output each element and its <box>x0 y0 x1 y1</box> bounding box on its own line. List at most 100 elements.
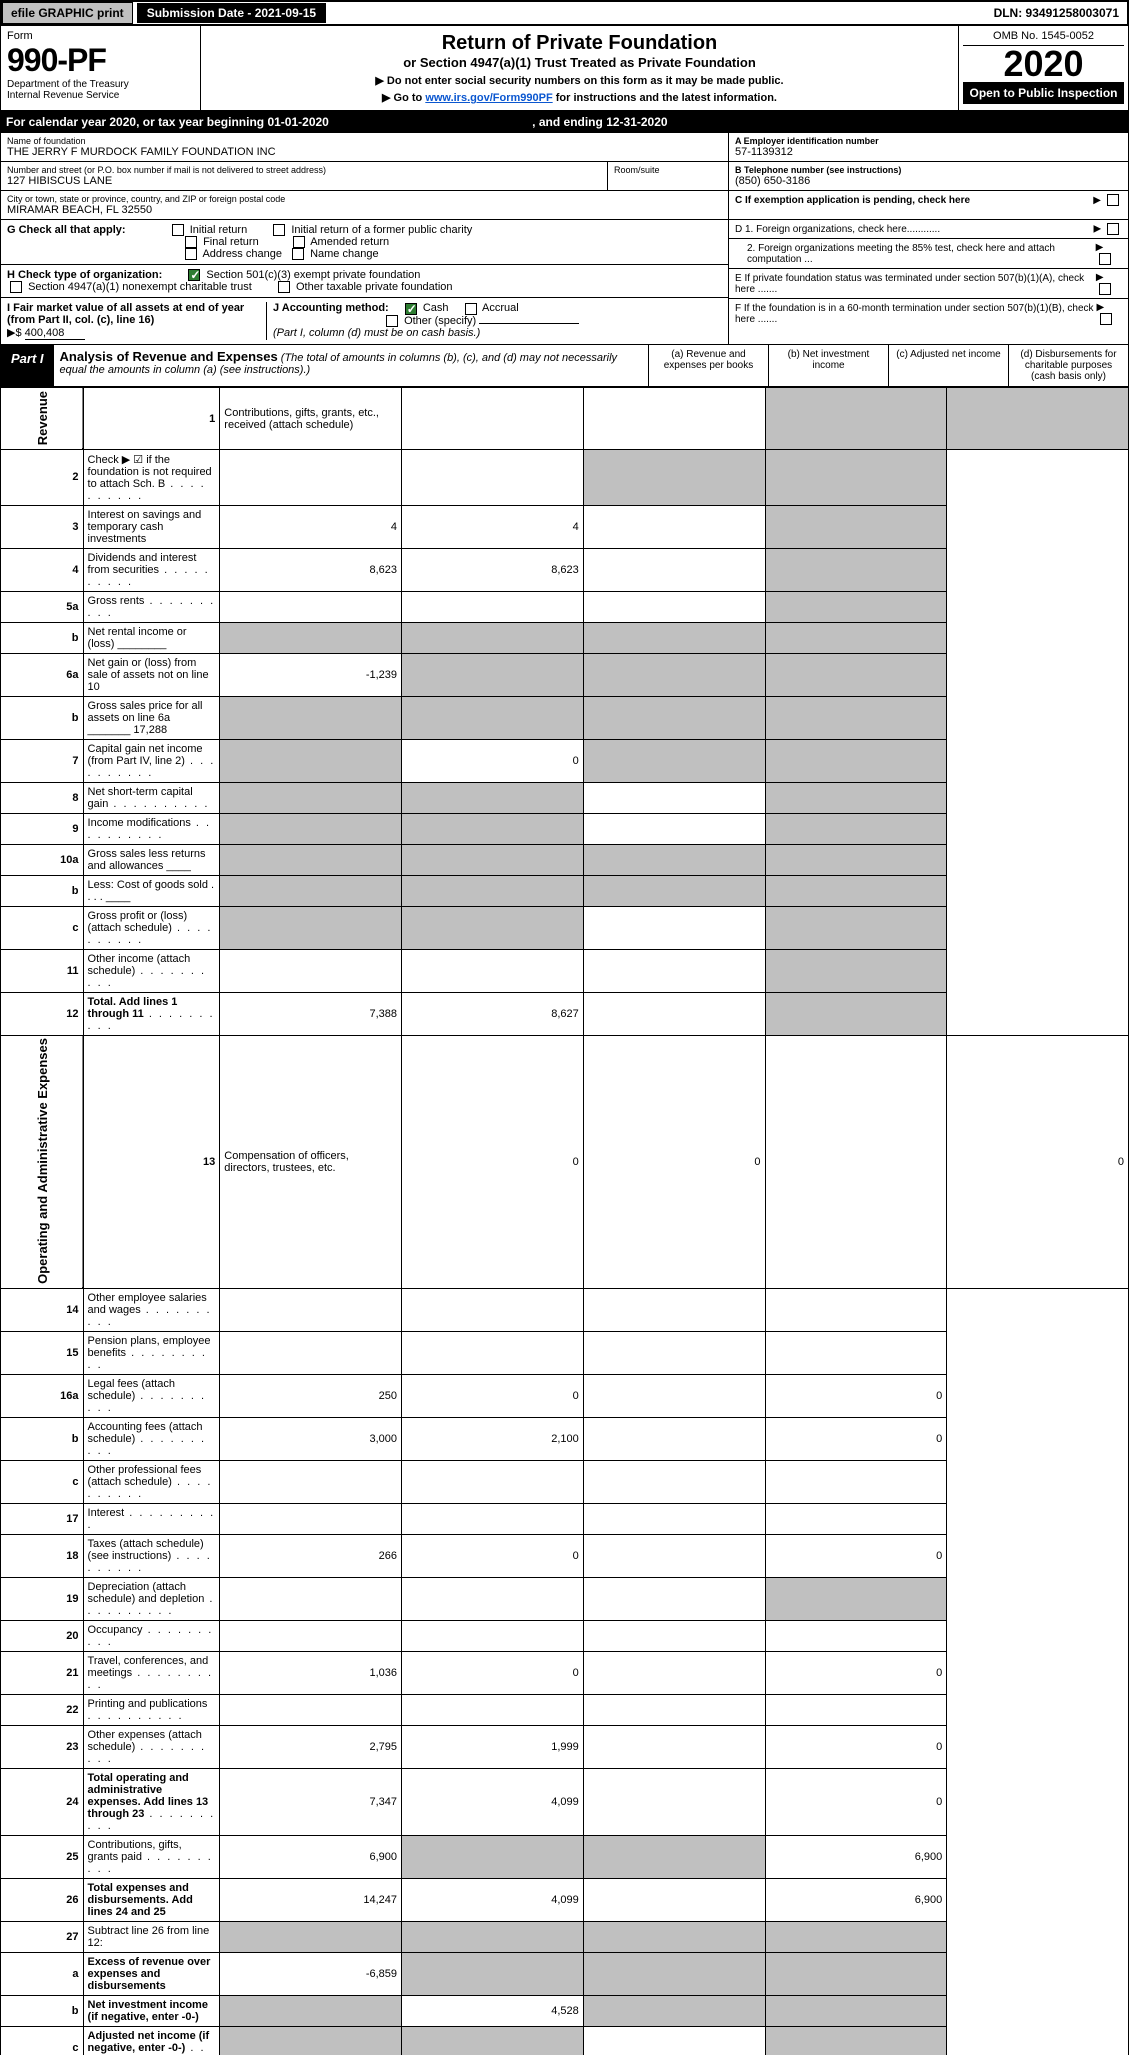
phone-label: B Telephone number (see instructions) <box>735 165 1122 175</box>
address-label: Number and street (or P.O. box number if… <box>7 165 601 175</box>
side-label: Revenue <box>1 388 84 449</box>
g-final-checkbox[interactable] <box>185 236 197 248</box>
e-label: E If private foundation status was termi… <box>735 273 1096 295</box>
table-row: 15Pension plans, employee benefits <box>1 1331 1129 1374</box>
h-opt-4947: Section 4947(a)(1) nonexempt charitable … <box>28 281 252 293</box>
h-other-checkbox[interactable] <box>278 281 290 293</box>
table-row: bNet rental income or (loss) ________ <box>1 622 1129 653</box>
form-subtitle: or Section 4947(a)(1) Trust Treated as P… <box>207 55 952 70</box>
check-block: G Check all that apply: Initial return I… <box>0 220 1129 345</box>
table-row: aExcess of revenue over expenses and dis… <box>1 1952 1129 1995</box>
j-other: Other (specify) <box>404 315 476 327</box>
table-row: 2Check ▶ ☑ if the foundation is not requ… <box>1 449 1129 505</box>
cal-pre: For calendar year 2020, or tax year begi… <box>6 115 267 129</box>
tax-year: 2020 <box>963 46 1124 82</box>
table-row: 19Depreciation (attach schedule) and dep… <box>1 1577 1129 1620</box>
j-note: (Part I, column (d) must be on cash basi… <box>273 327 480 339</box>
d2-checkbox[interactable] <box>1099 253 1111 265</box>
dept-treasury: Department of the Treasury <box>7 79 194 90</box>
phone: (850) 650-3186 <box>735 175 1122 187</box>
foundation-name: THE JERRY F MURDOCK FAMILY FOUNDATION IN… <box>7 146 722 158</box>
form-title: Return of Private Foundation <box>207 32 952 55</box>
form-label: Form <box>7 30 194 42</box>
table-row: 9Income modifications <box>1 813 1129 844</box>
i-arrow: ▶$ <box>7 327 22 339</box>
side-label: Operating and Administrative Expenses <box>1 1035 84 1288</box>
table-row: 24Total operating and administrative exp… <box>1 1768 1129 1835</box>
table-row: cGross profit or (loss) (attach schedule… <box>1 906 1129 949</box>
table-row: 3Interest on savings and temporary cash … <box>1 505 1129 548</box>
j-other-checkbox[interactable] <box>386 315 398 327</box>
part1-title: Analysis of Revenue and Expenses <box>60 349 278 364</box>
table-row: 5aGross rents <box>1 591 1129 622</box>
g-amended-checkbox[interactable] <box>293 236 305 248</box>
calendar-year-row: For calendar year 2020, or tax year begi… <box>0 111 1129 133</box>
info-block: Name of foundation THE JERRY F MURDOCK F… <box>0 133 1129 220</box>
table-row: 18Taxes (attach schedule) (see instructi… <box>1 1534 1129 1577</box>
table-row: 23Other expenses (attach schedule)2,7951… <box>1 1725 1129 1768</box>
g-former-checkbox[interactable] <box>273 224 285 236</box>
exemption-checkbox[interactable] <box>1107 194 1119 206</box>
g-address-checkbox[interactable] <box>185 248 197 260</box>
table-row: 22Printing and publications <box>1 1694 1129 1725</box>
irs-link[interactable]: www.irs.gov/Form990PF <box>425 92 552 104</box>
ein-label: A Employer identification number <box>735 136 1122 146</box>
submission-date: Submission Date - 2021-09-15 <box>137 3 326 23</box>
table-row: 12Total. Add lines 1 through 117,3888,62… <box>1 992 1129 1035</box>
city: MIRAMAR BEACH, FL 32550 <box>7 204 722 216</box>
ein: 57-1139312 <box>735 146 1122 158</box>
col-d-header: (d) Disbursements for charitable purpose… <box>1008 345 1128 386</box>
address: 127 HIBISCUS LANE <box>7 175 601 187</box>
form-number: 990-PF <box>7 42 194 79</box>
table-row: Revenue1Contributions, gifts, grants, et… <box>1 388 1129 449</box>
part1-table: Revenue1Contributions, gifts, grants, et… <box>0 387 1129 2055</box>
table-row: 20Occupancy <box>1 1620 1129 1651</box>
g-opt-final: Final return <box>203 236 259 248</box>
table-row: 14Other employee salaries and wages <box>1 1288 1129 1331</box>
d1-checkbox[interactable] <box>1107 223 1119 235</box>
table-row: 16aLegal fees (attach schedule)25000 <box>1 1374 1129 1417</box>
f-label: F If the foundation is in a 60-month ter… <box>735 303 1097 325</box>
top-bar: efile GRAPHIC print Submission Date - 20… <box>0 0 1129 26</box>
g-name-checkbox[interactable] <box>292 248 304 260</box>
e-checkbox[interactable] <box>1099 283 1111 295</box>
h-label: H Check type of organization: <box>7 269 162 281</box>
g-opt-name: Name change <box>310 248 379 260</box>
table-row: 21Travel, conferences, and meetings1,036… <box>1 1651 1129 1694</box>
open-inspection: Open to Public Inspection <box>963 82 1124 104</box>
table-row: 27Subtract line 26 from line 12: <box>1 1921 1129 1952</box>
cal-mid: , and ending <box>529 115 606 129</box>
table-row: 10aGross sales less returns and allowanc… <box>1 844 1129 875</box>
note-pre: ▶ Go to <box>382 92 425 104</box>
cal-end: 12-31-2020 <box>606 115 667 129</box>
j-cash-checkbox[interactable] <box>405 303 417 315</box>
j-cash: Cash <box>423 302 449 314</box>
table-row: bAccounting fees (attach schedule)3,0002… <box>1 1417 1129 1460</box>
dln: DLN: 93491258003071 <box>986 3 1127 23</box>
room-label: Room/suite <box>614 165 722 175</box>
h-opt-501c3: Section 501(c)(3) exempt private foundat… <box>206 269 420 281</box>
table-row: 4Dividends and interest from securities8… <box>1 548 1129 591</box>
j-accrual-checkbox[interactable] <box>465 303 477 315</box>
part1-tag: Part I <box>1 345 54 386</box>
f-checkbox[interactable] <box>1100 313 1112 325</box>
h-501c3-checkbox[interactable] <box>188 269 200 281</box>
h-4947-checkbox[interactable] <box>10 281 22 293</box>
table-row: bGross sales price for all assets on lin… <box>1 696 1129 739</box>
h-row: H Check type of organization: Section 50… <box>1 265 728 298</box>
g-initial-checkbox[interactable] <box>172 224 184 236</box>
g-opt-address: Address change <box>202 248 282 260</box>
ij-row: I Fair market value of all assets at end… <box>1 298 728 344</box>
d1-label: D 1. Foreign organizations, check here..… <box>735 224 940 235</box>
form-header: Form 990-PF Department of the Treasury I… <box>0 26 1129 111</box>
g-opt-amended: Amended return <box>310 236 389 248</box>
city-label: City or town, state or province, country… <box>7 194 722 204</box>
exemption-label: C If exemption application is pending, c… <box>735 195 970 206</box>
table-row: Operating and Administrative Expenses13C… <box>1 1035 1129 1288</box>
efile-print-button[interactable]: efile GRAPHIC print <box>2 2 133 24</box>
table-row: cAdjusted net income (if negative, enter… <box>1 2026 1129 2055</box>
j-accrual: Accrual <box>482 302 519 314</box>
table-row: 17Interest <box>1 1503 1129 1534</box>
g-opt-initial: Initial return <box>190 224 247 236</box>
g-opt-former: Initial return of a former public charit… <box>291 224 472 236</box>
